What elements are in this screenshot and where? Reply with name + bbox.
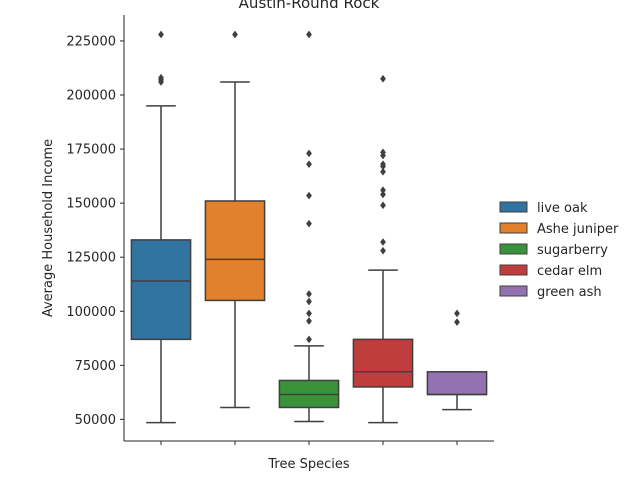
box-group-sugarberry: [278, 30, 340, 423]
x-axis-label: Tree Species: [267, 457, 349, 472]
plot-area: [130, 30, 488, 424]
outlier-point: [380, 148, 386, 157]
box-group-green-ash: [426, 309, 488, 411]
legend-swatch: [499, 222, 528, 234]
outlier-point: [306, 149, 312, 158]
outlier-point: [306, 309, 312, 318]
outlier-point: [380, 201, 386, 210]
outlier-point: [380, 167, 386, 176]
outlier-point: [306, 219, 312, 228]
y-tick-label: 200000: [66, 89, 116, 104]
outlier-point: [306, 160, 312, 169]
legend-swatch: [499, 243, 528, 255]
outlier-point: [306, 297, 312, 306]
outlier-point: [454, 309, 460, 318]
box-group-live-oak: [130, 30, 192, 424]
outlier-point: [306, 30, 312, 39]
legend-label: cedar elm: [537, 264, 602, 279]
y-axis-label: Average Household Income: [41, 139, 56, 317]
box-group-cedar-elm: [352, 74, 414, 424]
outlier-point: [380, 160, 386, 169]
outlier-point: [306, 290, 312, 298]
y-tick-label: 225000: [66, 34, 116, 49]
legend-swatch: [499, 201, 528, 213]
outlier-point: [306, 317, 312, 325]
outlier-point: [158, 30, 164, 39]
y-tick-label: 125000: [66, 251, 116, 266]
legend-label: sugarberry: [537, 243, 608, 258]
y-tick-label: 150000: [66, 197, 116, 212]
outlier-point: [306, 335, 312, 344]
legend-swatch: [499, 285, 528, 297]
chart-title: Austin-Round Rock: [239, 0, 380, 12]
outlier-point: [232, 30, 238, 39]
box: [426, 371, 488, 396]
y-tick-label: 100000: [66, 305, 116, 320]
outlier-point: [380, 238, 386, 246]
y-ticks: 50000 75000 100000 125000 150000 175000 200000…: [66, 34, 124, 428]
outlier-point: [380, 190, 386, 199]
outlier-point: [158, 73, 164, 82]
box: [204, 200, 266, 302]
box-group-ashe-juniper: [204, 30, 266, 409]
outlier-point: [380, 186, 386, 195]
outlier-point: [306, 191, 312, 200]
legend-label: green ash: [537, 285, 602, 300]
box: [352, 338, 414, 388]
outlier-point: [380, 246, 386, 255]
outlier-point: [380, 74, 386, 83]
y-tick-label: 75000: [75, 359, 116, 374]
box: [130, 239, 192, 341]
outlier-point: [454, 318, 460, 326]
x-ticks: [160, 441, 458, 445]
legend-label: Ashe juniper: [537, 222, 619, 237]
legend-swatch: [499, 264, 528, 276]
legend: live oak Ashe juniper sugarberry cedar elm g…: [499, 201, 619, 300]
y-tick-label: 50000: [75, 413, 116, 428]
y-tick-label: 175000: [66, 143, 116, 158]
legend-label: live oak: [537, 201, 588, 216]
